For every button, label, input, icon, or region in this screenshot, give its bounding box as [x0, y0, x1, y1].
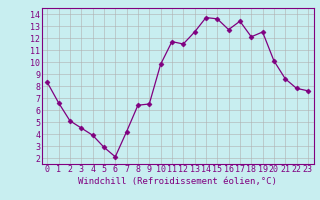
X-axis label: Windchill (Refroidissement éolien,°C): Windchill (Refroidissement éolien,°C)	[78, 177, 277, 186]
